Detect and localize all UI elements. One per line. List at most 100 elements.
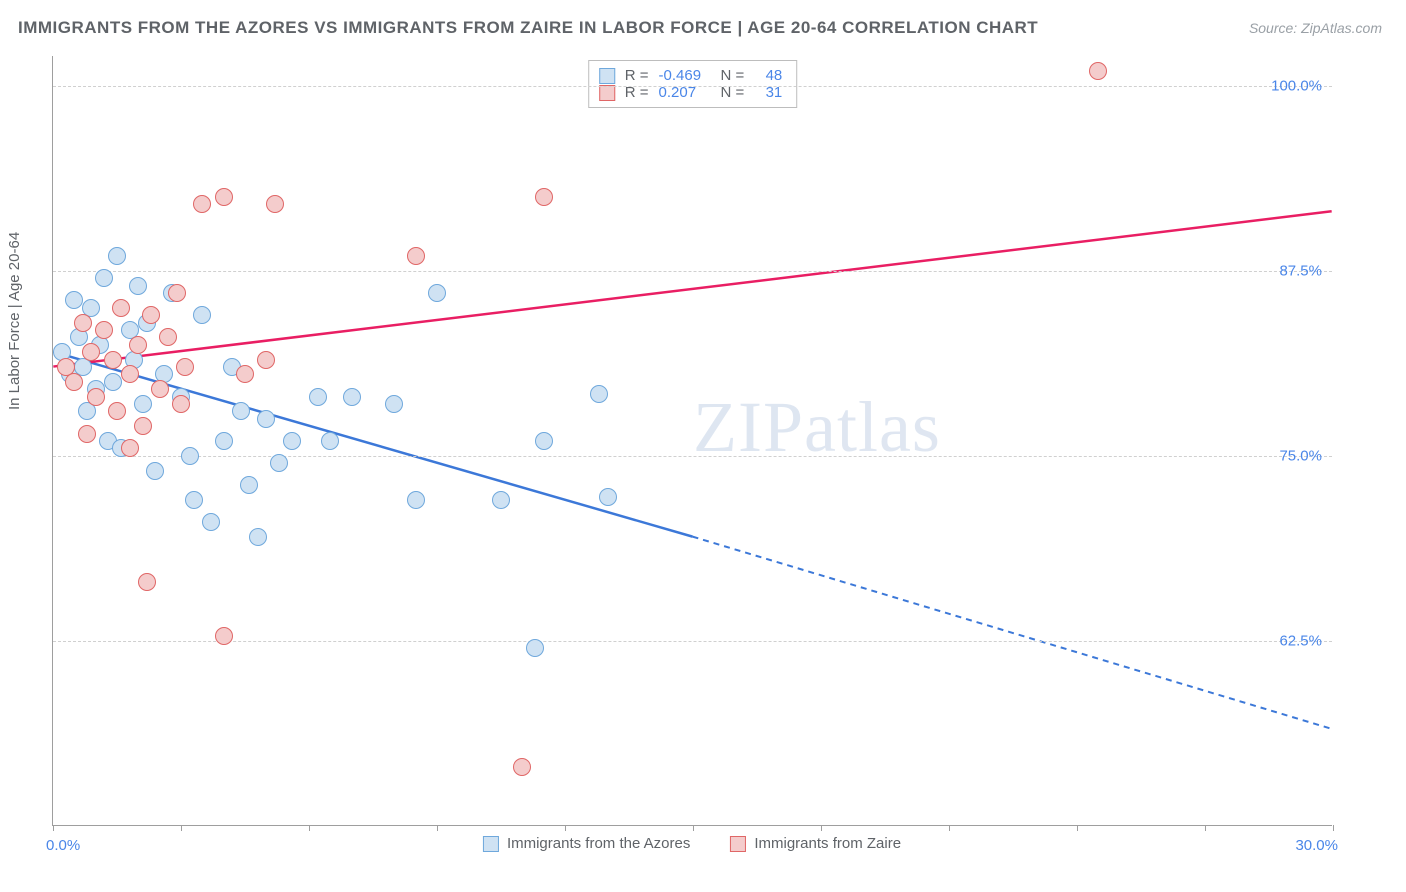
scatter-point-zaire: [112, 299, 130, 317]
series-legend: Immigrants from the Azores Immigrants fr…: [483, 835, 901, 852]
scatter-point-azores: [104, 373, 122, 391]
x-tick: [53, 825, 54, 831]
plot-container: ZIPatlas R = -0.469 N = 48 R = 0.207 N =…: [52, 56, 1332, 826]
scatter-point-azores: [428, 284, 446, 302]
scatter-point-zaire: [95, 321, 113, 339]
y-tick-label: 62.5%: [1279, 632, 1322, 649]
scatter-point-zaire: [215, 627, 233, 645]
scatter-point-azores: [385, 395, 403, 413]
scatter-point-zaire: [168, 284, 186, 302]
scatter-point-azores: [590, 385, 608, 403]
legend-row-azores: R = -0.469 N = 48: [599, 67, 783, 84]
scatter-point-zaire: [87, 388, 105, 406]
scatter-point-zaire: [172, 395, 190, 413]
x-tick: [437, 825, 438, 831]
scatter-point-azores: [134, 395, 152, 413]
gridline: [53, 271, 1332, 272]
trendline-zaire: [53, 211, 1331, 366]
legend-swatch-zaire: [599, 85, 615, 101]
scatter-point-azores: [65, 291, 83, 309]
chart-title: IMMIGRANTS FROM THE AZORES VS IMMIGRANTS…: [18, 18, 1038, 38]
scatter-point-azores: [240, 476, 258, 494]
scatter-point-zaire: [407, 247, 425, 265]
legend-swatch-azores-bottom: [483, 836, 499, 852]
scatter-point-zaire: [215, 188, 233, 206]
legend-item-azores: Immigrants from the Azores: [483, 835, 690, 852]
scatter-point-azores: [193, 306, 211, 324]
scatter-point-zaire: [134, 417, 152, 435]
legend-R-label: R =: [625, 67, 649, 84]
scatter-point-zaire: [104, 351, 122, 369]
scatter-point-azores: [321, 432, 339, 450]
scatter-point-azores: [599, 488, 617, 506]
scatter-point-zaire: [121, 365, 139, 383]
source-label: Source: ZipAtlas.com: [1249, 20, 1382, 36]
scatter-point-azores: [309, 388, 327, 406]
legend-N-azores: 48: [754, 67, 782, 84]
scatter-point-zaire: [65, 373, 83, 391]
legend-label-zaire: Immigrants from Zaire: [754, 835, 901, 852]
gridline: [53, 86, 1332, 87]
x-tick: [181, 825, 182, 831]
scatter-point-zaire: [82, 343, 100, 361]
scatter-point-azores: [270, 454, 288, 472]
scatter-point-zaire: [108, 402, 126, 420]
scatter-point-azores: [185, 491, 203, 509]
y-axis-label: In Labor Force | Age 20-64: [6, 232, 23, 410]
trendline-extrapolated-azores: [693, 537, 1332, 729]
scatter-point-zaire: [236, 365, 254, 383]
scatter-point-azores: [129, 277, 147, 295]
x-tick: [693, 825, 694, 831]
scatter-point-zaire: [121, 439, 139, 457]
x-tick: [821, 825, 822, 831]
scatter-point-azores: [232, 402, 250, 420]
scatter-point-azores: [202, 513, 220, 531]
scatter-point-zaire: [142, 306, 160, 324]
scatter-point-zaire: [193, 195, 211, 213]
scatter-point-zaire: [78, 425, 96, 443]
y-tick-label: 100.0%: [1271, 77, 1322, 94]
scatter-point-zaire: [513, 758, 531, 776]
scatter-point-zaire: [1089, 62, 1107, 80]
trendline-azores: [53, 352, 692, 537]
scatter-point-azores: [407, 491, 425, 509]
x-min-label: 0.0%: [46, 837, 80, 854]
scatter-point-azores: [146, 462, 164, 480]
x-tick: [309, 825, 310, 831]
scatter-point-zaire: [151, 380, 169, 398]
scatter-point-azores: [257, 410, 275, 428]
correlation-legend: R = -0.469 N = 48 R = 0.207 N = 31: [588, 60, 798, 108]
gridline: [53, 641, 1332, 642]
x-tick: [565, 825, 566, 831]
scatter-point-zaire: [535, 188, 553, 206]
x-tick: [949, 825, 950, 831]
scatter-point-zaire: [138, 573, 156, 591]
scatter-point-azores: [95, 269, 113, 287]
scatter-point-azores: [343, 388, 361, 406]
scatter-point-azores: [535, 432, 553, 450]
legend-N-label: N =: [721, 67, 745, 84]
legend-swatch-azores: [599, 68, 615, 84]
scatter-point-azores: [492, 491, 510, 509]
scatter-point-zaire: [159, 328, 177, 346]
scatter-point-zaire: [266, 195, 284, 213]
legend-label-azores: Immigrants from the Azores: [507, 835, 690, 852]
x-tick: [1333, 825, 1334, 831]
x-max-label: 30.0%: [1295, 837, 1338, 854]
scatter-point-azores: [215, 432, 233, 450]
x-tick: [1205, 825, 1206, 831]
scatter-point-azores: [249, 528, 267, 546]
scatter-point-zaire: [129, 336, 147, 354]
y-tick-label: 87.5%: [1279, 262, 1322, 279]
scatter-point-zaire: [74, 314, 92, 332]
y-tick-label: 75.0%: [1279, 447, 1322, 464]
scatter-point-azores: [526, 639, 544, 657]
gridline: [53, 456, 1332, 457]
scatter-point-zaire: [257, 351, 275, 369]
scatter-point-azores: [283, 432, 301, 450]
plot-area: ZIPatlas R = -0.469 N = 48 R = 0.207 N =…: [52, 56, 1332, 826]
legend-item-zaire: Immigrants from Zaire: [730, 835, 901, 852]
legend-swatch-zaire-bottom: [730, 836, 746, 852]
scatter-point-zaire: [176, 358, 194, 376]
x-tick: [1077, 825, 1078, 831]
